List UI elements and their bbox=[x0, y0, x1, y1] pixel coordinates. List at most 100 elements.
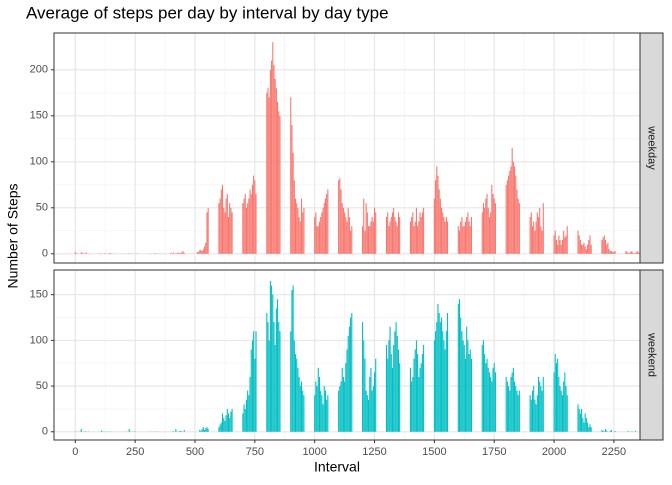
bar bbox=[609, 249, 610, 254]
bar bbox=[562, 240, 563, 254]
bar bbox=[482, 212, 483, 253]
bar bbox=[564, 237, 565, 254]
bar bbox=[494, 199, 495, 254]
bar bbox=[461, 217, 462, 254]
bar bbox=[558, 235, 559, 253]
bar bbox=[294, 180, 295, 254]
bar bbox=[375, 212, 376, 253]
bar bbox=[197, 252, 198, 254]
bar bbox=[267, 322, 268, 432]
bar bbox=[615, 431, 616, 432]
bar bbox=[589, 235, 590, 253]
bar bbox=[180, 253, 181, 254]
bar bbox=[556, 363, 557, 432]
bar bbox=[467, 340, 468, 431]
bar bbox=[391, 354, 392, 432]
bar bbox=[394, 331, 395, 432]
bar bbox=[363, 340, 364, 431]
bar bbox=[461, 331, 462, 432]
bar bbox=[177, 253, 178, 254]
bar bbox=[372, 217, 373, 254]
bar bbox=[204, 430, 205, 432]
bar bbox=[345, 363, 346, 432]
bar bbox=[483, 340, 484, 431]
bar bbox=[182, 251, 183, 254]
bar bbox=[314, 395, 315, 432]
bar bbox=[561, 391, 562, 432]
bar bbox=[387, 359, 388, 432]
bar bbox=[224, 421, 225, 432]
bar bbox=[490, 212, 491, 253]
y-tick-label: 0 bbox=[42, 248, 48, 260]
bar bbox=[325, 391, 326, 432]
bar bbox=[605, 429, 606, 432]
bar bbox=[435, 180, 436, 254]
bar bbox=[564, 372, 565, 431]
bar bbox=[245, 409, 246, 432]
bar bbox=[223, 418, 224, 432]
bar bbox=[516, 189, 517, 253]
bar bbox=[510, 166, 511, 253]
bar bbox=[495, 203, 496, 254]
bar bbox=[321, 212, 322, 253]
bar bbox=[296, 203, 297, 254]
bar bbox=[277, 299, 278, 432]
bar bbox=[369, 226, 370, 254]
bar bbox=[314, 217, 315, 254]
bar bbox=[495, 372, 496, 431]
bar bbox=[244, 404, 245, 431]
bar bbox=[579, 235, 580, 253]
bar bbox=[486, 359, 487, 432]
bar bbox=[508, 386, 509, 432]
bar bbox=[447, 222, 448, 254]
bar bbox=[579, 409, 580, 432]
bar bbox=[563, 231, 564, 254]
bar bbox=[396, 322, 397, 432]
bar bbox=[278, 111, 279, 254]
bar bbox=[324, 386, 325, 432]
bar bbox=[203, 249, 204, 254]
bar bbox=[220, 424, 221, 431]
y-tick-label: 200 bbox=[30, 64, 48, 76]
bar bbox=[442, 212, 443, 253]
bar bbox=[228, 217, 229, 254]
bar bbox=[488, 208, 489, 254]
bar bbox=[464, 345, 465, 432]
bar bbox=[350, 318, 351, 432]
bar bbox=[227, 194, 228, 254]
bar bbox=[445, 222, 446, 254]
bar bbox=[208, 429, 209, 432]
bar bbox=[589, 424, 590, 431]
bar bbox=[637, 251, 638, 254]
bar bbox=[601, 430, 602, 432]
bar bbox=[536, 404, 537, 431]
bar bbox=[580, 240, 581, 254]
bar bbox=[251, 194, 252, 254]
bar bbox=[342, 203, 343, 254]
bar bbox=[368, 400, 369, 432]
bar bbox=[327, 395, 328, 432]
y-tick-label: 50 bbox=[36, 202, 48, 214]
bar bbox=[567, 395, 568, 432]
bar bbox=[471, 359, 472, 432]
bar bbox=[278, 322, 279, 432]
bar bbox=[364, 231, 365, 254]
bar bbox=[398, 212, 399, 253]
bar bbox=[434, 340, 435, 431]
bar bbox=[226, 415, 227, 431]
bar bbox=[254, 180, 255, 254]
bar bbox=[531, 212, 532, 253]
bar bbox=[512, 372, 513, 431]
bar bbox=[343, 208, 344, 254]
bar bbox=[490, 377, 491, 432]
bar bbox=[470, 226, 471, 254]
bar bbox=[366, 203, 367, 254]
y-tick-label: 100 bbox=[30, 156, 48, 168]
bar bbox=[373, 222, 374, 254]
bar bbox=[393, 208, 394, 254]
bar bbox=[252, 340, 253, 431]
bar bbox=[421, 217, 422, 254]
bar bbox=[297, 208, 298, 254]
bar bbox=[445, 350, 446, 432]
bar bbox=[180, 431, 181, 432]
